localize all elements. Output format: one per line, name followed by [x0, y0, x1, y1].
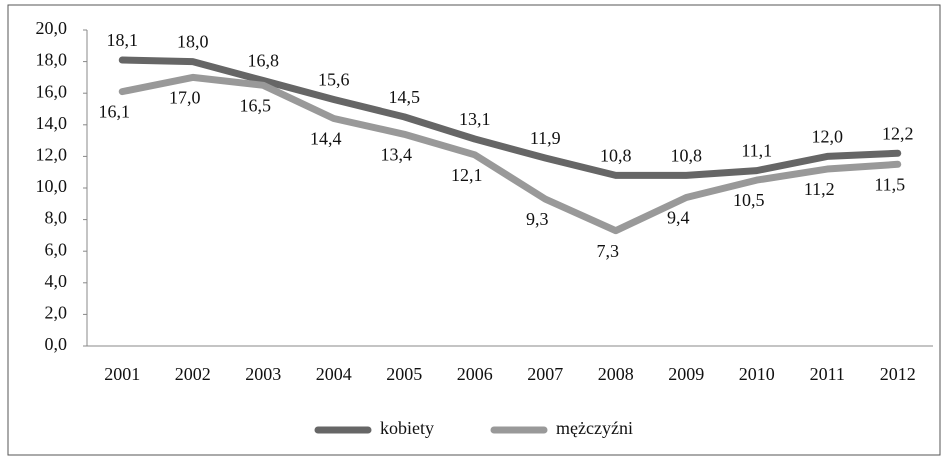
y-tick-label: 18,0 — [36, 50, 68, 70]
x-tick-label: 2002 — [175, 364, 211, 384]
line-series — [118, 56, 902, 179]
data-label: 11,9 — [530, 128, 561, 148]
y-tick-label: 12,0 — [36, 145, 68, 165]
x-tick-label: 2011 — [810, 364, 845, 384]
data-label: 10,5 — [733, 190, 765, 210]
data-label: 16,5 — [240, 95, 272, 115]
x-tick-label: 2012 — [880, 364, 916, 384]
data-label: 14,4 — [310, 129, 342, 149]
y-tick-label: 20,0 — [36, 18, 68, 38]
data-label: 11,1 — [741, 141, 772, 161]
x-tick-label: 2004 — [316, 364, 352, 384]
y-tick-label: 16,0 — [36, 81, 68, 101]
y-tick-label: 8,0 — [45, 208, 68, 228]
data-label: 7,3 — [597, 241, 620, 261]
y-tick-label: 14,0 — [36, 113, 68, 133]
y-tick-label: 10,0 — [36, 176, 68, 196]
x-tick-label: 2006 — [457, 364, 493, 384]
data-label: 16,1 — [99, 102, 131, 122]
data-label: 14,5 — [389, 87, 421, 107]
x-tick-label: 2005 — [386, 364, 422, 384]
data-label: 18,0 — [177, 32, 209, 52]
line-series — [118, 73, 902, 235]
data-label: 9,3 — [526, 209, 549, 229]
y-tick-label: 2,0 — [45, 303, 68, 323]
data-label: 18,1 — [107, 30, 139, 50]
x-tick-label: 2008 — [598, 364, 634, 384]
data-label: 10,8 — [671, 145, 703, 165]
chart-frame — [7, 4, 941, 456]
data-label: 17,0 — [169, 88, 201, 108]
x-tick-label: 2001 — [104, 364, 140, 384]
data-label: 12,0 — [812, 127, 844, 147]
data-label: 11,2 — [804, 179, 835, 199]
data-label: 15,6 — [318, 70, 350, 90]
y-tick-label: 0,0 — [45, 334, 68, 354]
data-label: 9,4 — [667, 208, 690, 228]
data-label: 13,4 — [381, 144, 413, 164]
x-tick-label: 2010 — [739, 364, 775, 384]
data-label: 10,8 — [600, 145, 632, 165]
data-label: 11,5 — [874, 174, 905, 194]
data-label: 16,8 — [248, 51, 280, 71]
x-tick-label: 2007 — [527, 364, 563, 384]
legend-label: kobiety — [380, 418, 434, 438]
y-tick-label: 4,0 — [45, 271, 68, 291]
legend-label: mężczyźni — [556, 418, 633, 438]
x-tick-label: 2003 — [245, 364, 281, 384]
data-label: 12,1 — [451, 165, 483, 185]
data-label: 12,2 — [882, 123, 914, 143]
y-tick-label: 6,0 — [45, 239, 68, 259]
x-tick-label: 2009 — [668, 364, 704, 384]
data-label: 13,1 — [459, 109, 491, 129]
